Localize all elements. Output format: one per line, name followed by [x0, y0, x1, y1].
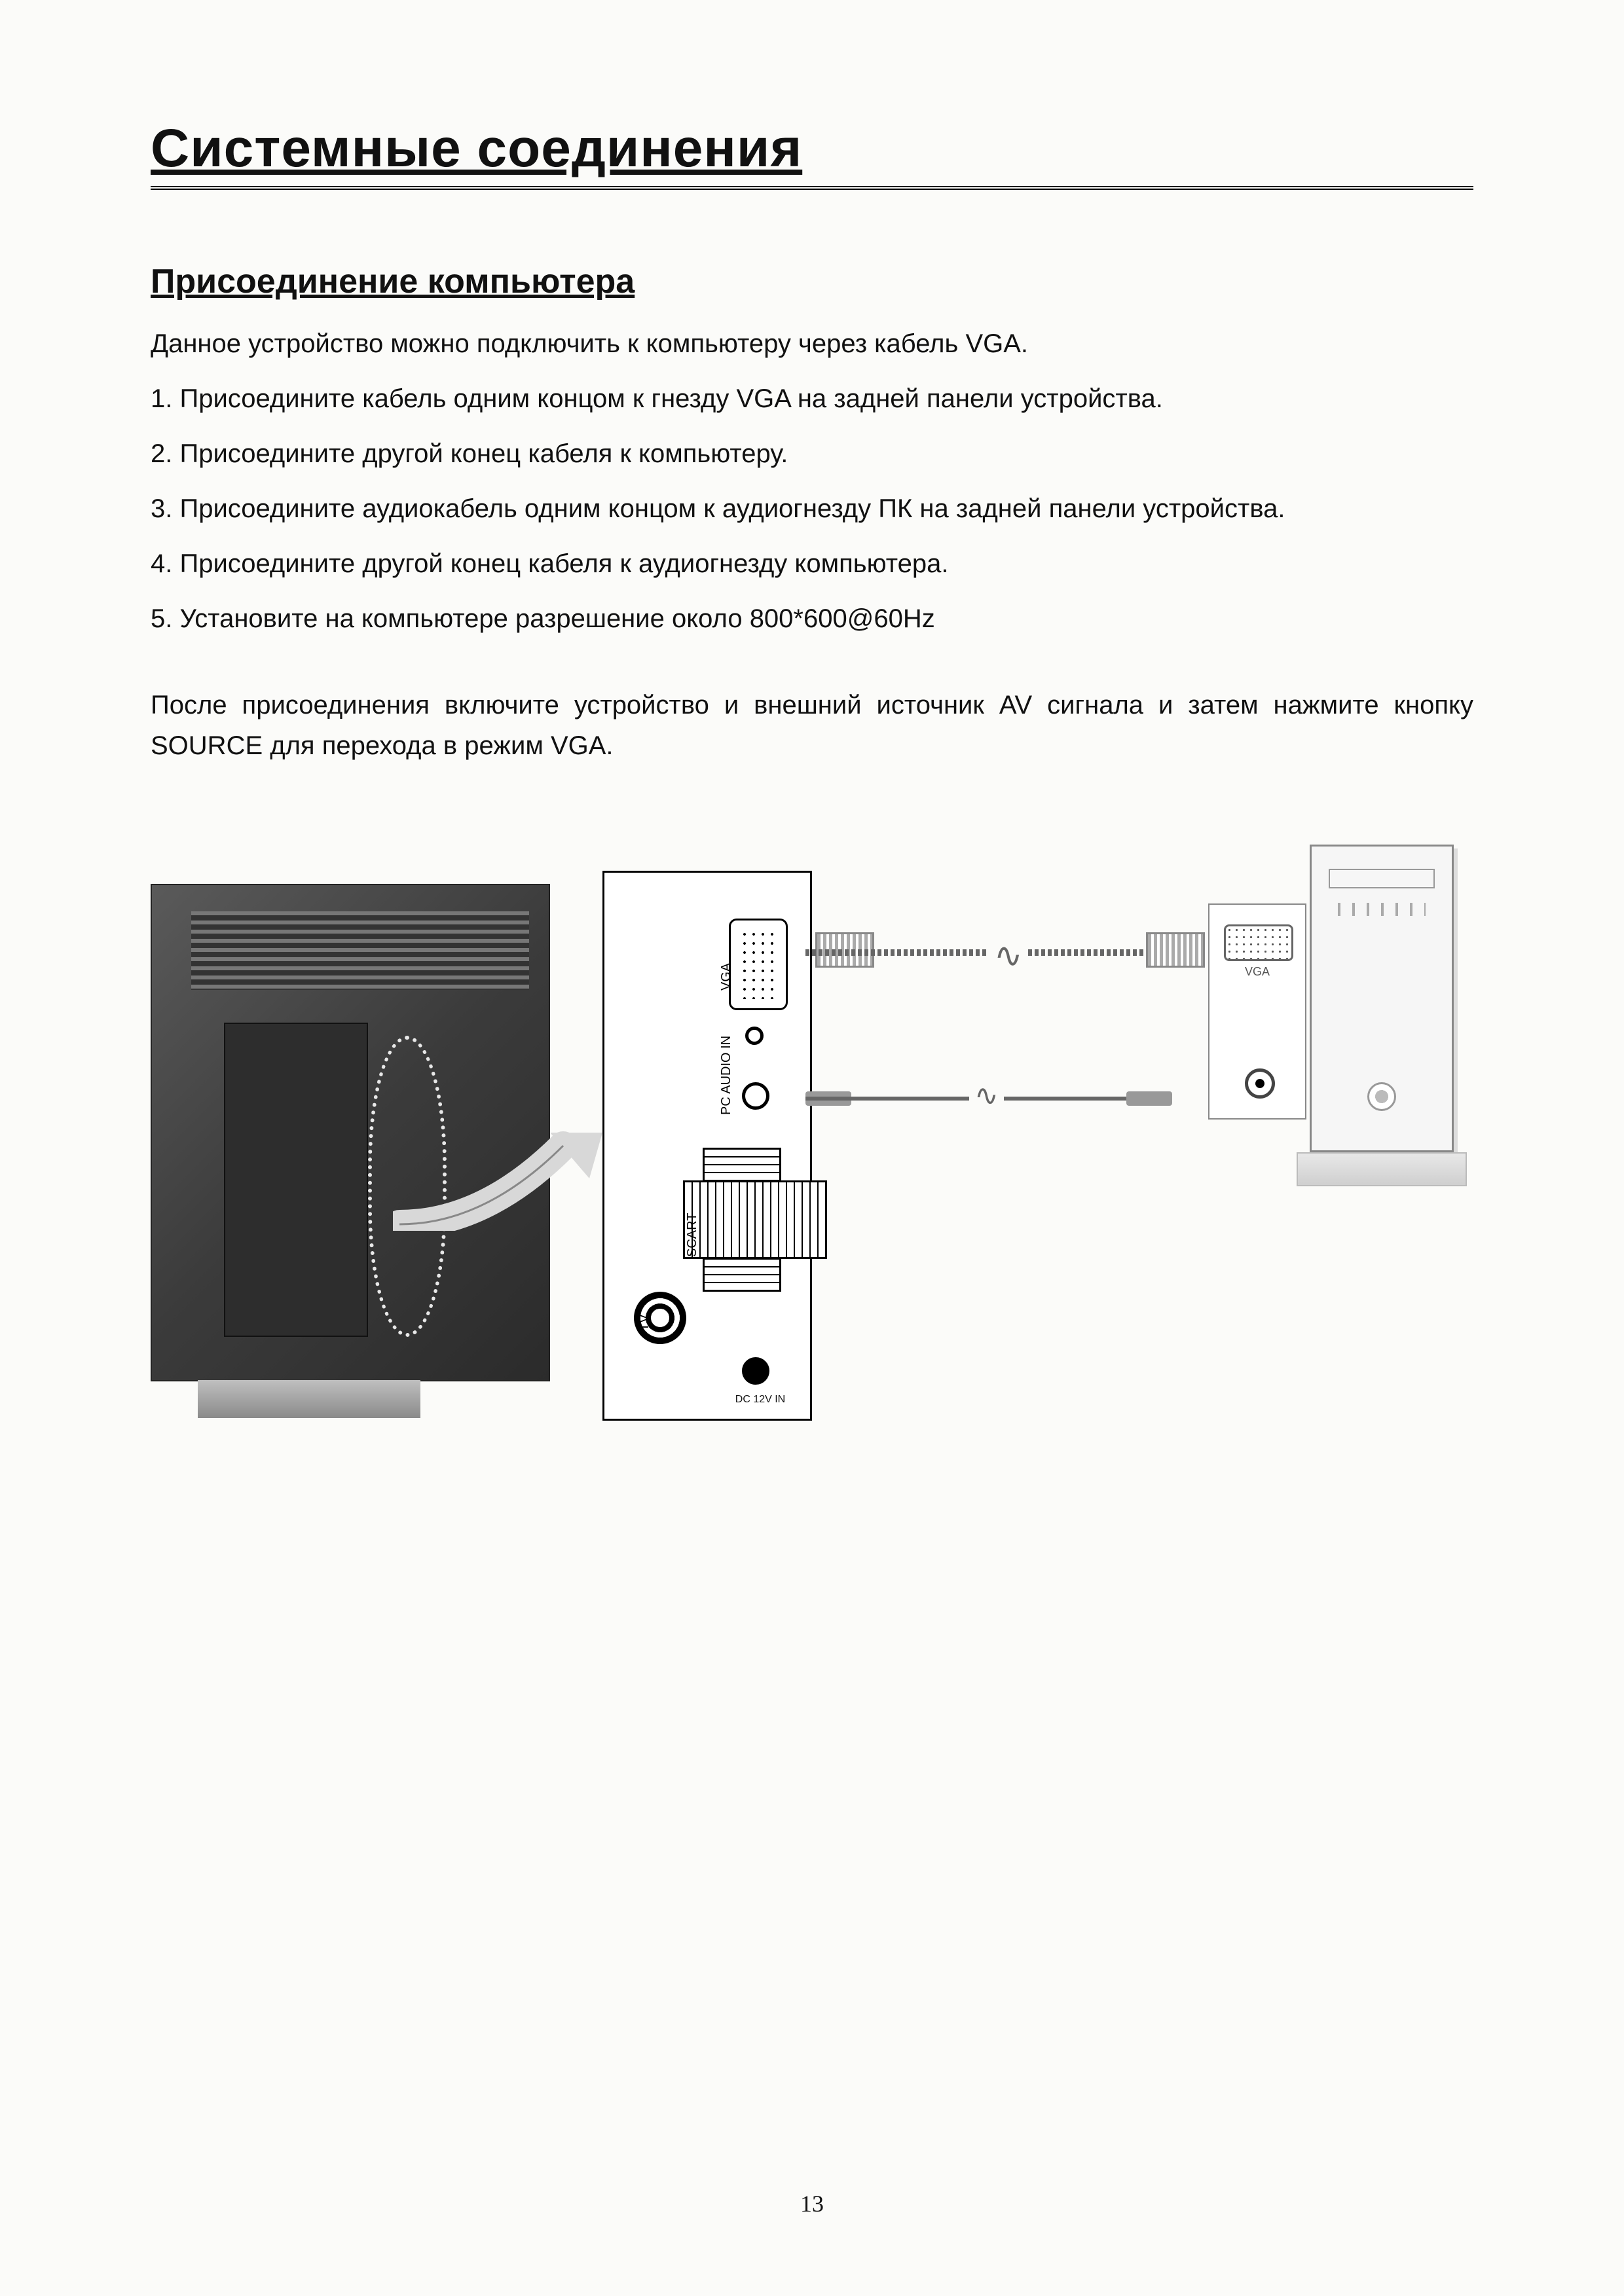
pc-tower-icon	[1310, 845, 1454, 1152]
cable-break-icon: ∿	[969, 1079, 1004, 1112]
connection-diagram: VGA PC AUDIO IN SCART TV DC 12V IN ∿ ∿ V…	[151, 845, 1447, 1434]
connector-strip: VGA PC AUDIO IN SCART TV DC 12V IN	[602, 871, 812, 1421]
step-3: 3. Присоедините аудиокабель одним концом…	[151, 488, 1473, 529]
page-number: 13	[0, 2190, 1624, 2217]
vga-port-icon	[729, 919, 788, 1010]
tv-label: TV	[637, 1314, 652, 1331]
cable-break-icon: ∿	[989, 936, 1028, 975]
pc-audio-jack-icon	[742, 1082, 769, 1110]
pc-tower-base	[1297, 1152, 1467, 1186]
tv-stand	[198, 1380, 420, 1418]
pc-drive-bay	[1329, 869, 1435, 888]
dc-label: DC 12V IN	[728, 1394, 793, 1406]
step-4: 4. Присоедините другой конец кабеля к ау…	[151, 543, 1473, 584]
pc-audio-label: PC AUDIO IN	[719, 1036, 734, 1115]
tv-side-panel	[224, 1023, 368, 1337]
highlight-ellipse	[368, 1036, 447, 1337]
page-title: Системные соединения	[151, 118, 1473, 190]
step-1: 1. Присоедините кабель одним концом к гн…	[151, 378, 1473, 419]
pc-audio-jack-icon	[1245, 1068, 1275, 1099]
vga-label: VGA	[719, 963, 734, 991]
after-text: После присоединения включите устройство …	[151, 685, 1473, 766]
pc-slots	[1338, 903, 1426, 916]
pc-io-panel: VGA	[1208, 903, 1306, 1120]
tv-rear-view	[151, 884, 550, 1381]
pc-vga-port-icon	[1224, 924, 1293, 961]
mini-jack-icon	[745, 1027, 764, 1045]
step-2: 2. Присоедините другой конец кабеля к ко…	[151, 433, 1473, 474]
step-5: 5. Установите на компьютере разрешение о…	[151, 598, 1473, 639]
scart-label: SCART	[683, 1180, 827, 1259]
audio-plug-right-icon	[1126, 1091, 1172, 1106]
vga-plug-right-icon	[1146, 932, 1205, 968]
section-subtitle: Присоединение компьютера	[151, 262, 1473, 301]
pc-vga-label: VGA	[1209, 965, 1305, 979]
dc-jack-icon	[742, 1357, 769, 1385]
manual-page: Системные соединения Присоединение компь…	[0, 0, 1624, 2296]
intro-text: Данное устройство можно подключить к ком…	[151, 323, 1473, 364]
tv-vents	[191, 911, 529, 990]
pc-power-button-icon	[1367, 1082, 1396, 1111]
